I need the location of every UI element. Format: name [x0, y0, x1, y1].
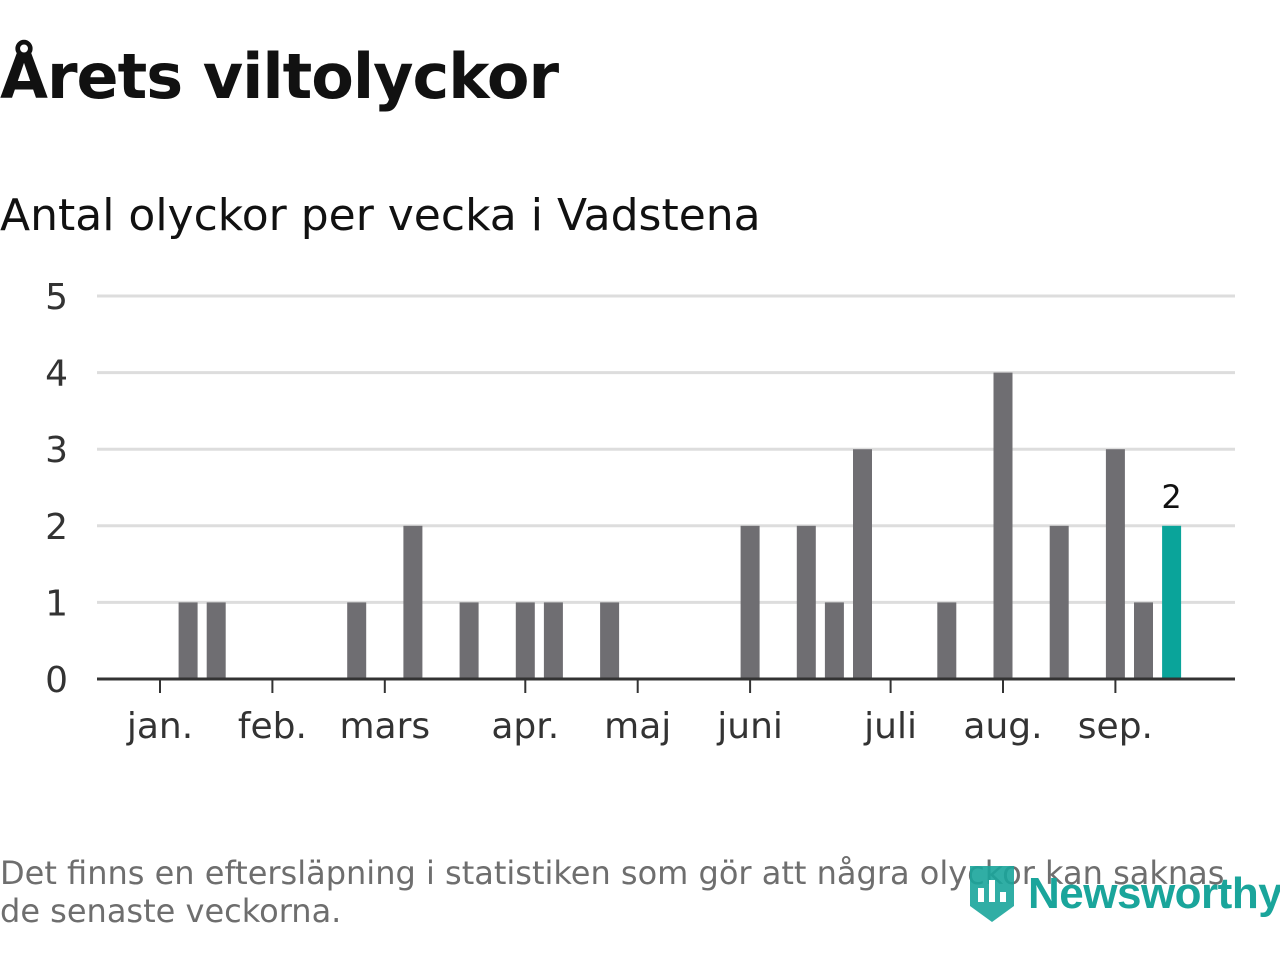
brand-name: Newsworthy	[1028, 869, 1280, 918]
x-tick-label: juni	[716, 706, 783, 747]
x-tick-label: mars	[339, 706, 430, 747]
bar	[993, 372, 1013, 679]
y-tick-label: 3	[45, 430, 68, 471]
bar	[1162, 525, 1182, 679]
bars	[178, 372, 1182, 679]
bar	[600, 602, 620, 679]
x-tick-label: juli	[863, 706, 917, 747]
y-tick-label: 2	[45, 507, 68, 548]
y-axis-ticks: 0 1 2 3 4 5	[45, 277, 68, 701]
bar	[1049, 525, 1069, 679]
bar	[178, 602, 198, 679]
x-axis-ticks: jan. feb. mars apr. maj juni juli aug. sep.	[126, 679, 1153, 747]
data-label: 2	[1161, 478, 1181, 516]
x-tick-label: jan.	[126, 706, 193, 747]
y-tick-label: 5	[45, 277, 68, 318]
x-tick-label: maj	[604, 706, 671, 747]
y-tick-label: 4	[45, 354, 68, 395]
bar-chart: 0 1 2 3 4 5 jan. feb. mars apr. maj juni juli aug. se…	[45, 277, 1235, 747]
footnote: Det finns en eftersläpning i statistiken…	[0, 854, 1225, 930]
bar	[824, 602, 844, 679]
x-tick-label: aug.	[963, 706, 1042, 747]
bar	[853, 449, 872, 679]
bar	[515, 602, 535, 679]
bar	[543, 602, 563, 679]
x-tick-label: apr.	[491, 706, 559, 747]
bar	[1105, 449, 1125, 679]
bar	[403, 525, 423, 679]
y-tick-label: 1	[45, 583, 68, 624]
newsworthy-logo-icon	[970, 866, 1014, 922]
bar	[459, 602, 479, 679]
x-tick-label: sep.	[1078, 706, 1153, 747]
y-tick-label: 0	[45, 660, 68, 701]
bar	[740, 525, 760, 679]
chart-title: Årets viltolyckor	[0, 40, 559, 113]
bar	[796, 525, 816, 679]
bar	[1134, 602, 1153, 679]
bar	[347, 602, 367, 679]
chart-subtitle: Antal olyckor per vecka i Vadstena	[0, 190, 761, 241]
brand-logo: Newsworthy	[966, 862, 1280, 926]
data-labels: 2	[1161, 478, 1181, 516]
bar	[937, 602, 957, 679]
gridlines	[97, 294, 1235, 604]
x-tick-label: feb.	[238, 706, 307, 747]
bar	[206, 602, 226, 679]
